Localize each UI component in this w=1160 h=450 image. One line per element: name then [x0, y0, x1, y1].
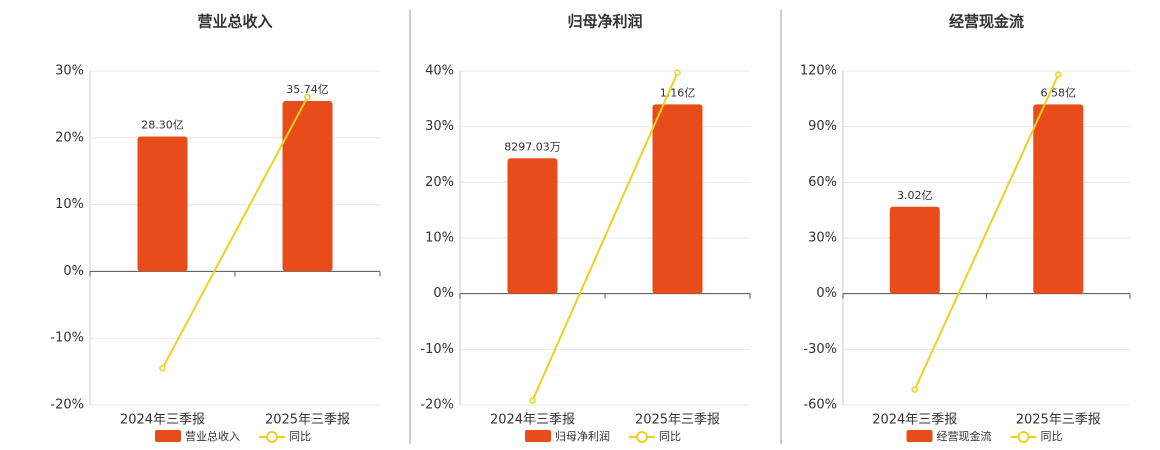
y-tick-label: 0% [63, 264, 84, 279]
value-label: 35.74亿 [286, 83, 329, 96]
x-tick-label: 2024年三季报 [490, 413, 575, 428]
y-tick-label: -20% [50, 398, 84, 413]
y-tick-label: 20% [55, 130, 84, 145]
y-tick-label: 0% [433, 286, 454, 301]
legend-swatch [906, 430, 933, 442]
y-tick-label: 20% [425, 175, 454, 190]
legend-label: 经营现金流 [937, 429, 992, 443]
bar [652, 104, 703, 294]
x-tick-label: 2025年三季报 [265, 413, 350, 428]
y-tick-label: -10% [420, 342, 454, 357]
y-tick-label: 60% [808, 175, 837, 190]
y-tick-label: 0% [816, 286, 837, 301]
legend-label: 同比 [1041, 430, 1063, 443]
legend-marker [1017, 431, 1030, 443]
y-tick-label: 90% [808, 119, 837, 134]
chart-title: 经营现金流 [949, 13, 1024, 31]
y-tick-label: 30% [425, 119, 454, 134]
chart-title: 营业总收入 [197, 13, 272, 31]
y-tick-label: 10% [55, 197, 84, 212]
y-tick-label: 40% [425, 64, 454, 79]
legend-marker [636, 431, 648, 443]
line-point [529, 397, 536, 404]
line-point [159, 365, 166, 372]
line [531, 72, 679, 401]
y-tick-label: -60% [803, 398, 837, 413]
line [913, 74, 1060, 391]
legend-label: 归母净利润 [555, 429, 610, 443]
x-tick-label: 2024年三季报 [872, 413, 957, 428]
legend-label: 营业总收入 [185, 429, 240, 443]
line-point [674, 69, 681, 76]
line-point [911, 386, 918, 393]
y-tick-label: 30% [55, 64, 84, 79]
bar [507, 158, 558, 294]
line [161, 96, 309, 369]
y-tick-label: -20% [420, 398, 454, 413]
value-label: 3.02亿 [897, 189, 933, 202]
line-point [1055, 71, 1062, 78]
y-tick-label: 120% [800, 64, 837, 79]
x-tick-label: 2025年三季报 [635, 413, 720, 428]
legend-swatch [155, 430, 181, 442]
y-tick-label: -10% [50, 331, 84, 346]
bar [282, 101, 333, 272]
legend-label: 同比 [289, 430, 311, 443]
bar [1033, 104, 1084, 294]
value-label: 8297.03万 [504, 140, 561, 153]
y-tick-label: 30% [808, 231, 837, 246]
value-label: 1.16亿 [660, 86, 696, 99]
legend-swatch [525, 430, 551, 442]
value-label: 6.58亿 [1041, 86, 1077, 99]
bar [889, 206, 940, 294]
chart-title: 归母净利润 [567, 13, 642, 31]
line-point [304, 93, 311, 101]
value-label: 28.30亿 [141, 119, 184, 132]
y-tick-label: -30% [803, 342, 837, 357]
bar [137, 136, 188, 272]
x-tick-label: 2025年三季报 [1016, 413, 1101, 428]
legend-marker [266, 431, 278, 443]
x-tick-label: 2024年三季报 [120, 413, 205, 428]
y-tick-label: 10% [425, 231, 454, 246]
legend-label: 同比 [659, 430, 681, 443]
